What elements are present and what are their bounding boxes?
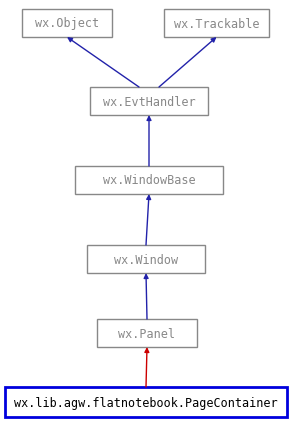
Bar [5, 387, 287, 417]
Text: wx.Panel: wx.Panel [119, 327, 176, 340]
Bar [97, 319, 197, 347]
Bar [90, 88, 208, 116]
Text: wx.EvtHandler: wx.EvtHandler [103, 95, 195, 108]
Text: wx.Window: wx.Window [114, 253, 178, 266]
Bar [22, 10, 112, 38]
Text: wx.WindowBase: wx.WindowBase [103, 174, 195, 187]
Text: wx.lib.agw.flatnotebook.PageContainer: wx.lib.agw.flatnotebook.PageContainer [14, 396, 278, 409]
Bar [164, 10, 269, 38]
Text: wx.Object: wx.Object [35, 17, 99, 30]
Bar [87, 245, 205, 273]
Text: wx.Trackable: wx.Trackable [174, 17, 259, 30]
Bar [75, 167, 223, 195]
